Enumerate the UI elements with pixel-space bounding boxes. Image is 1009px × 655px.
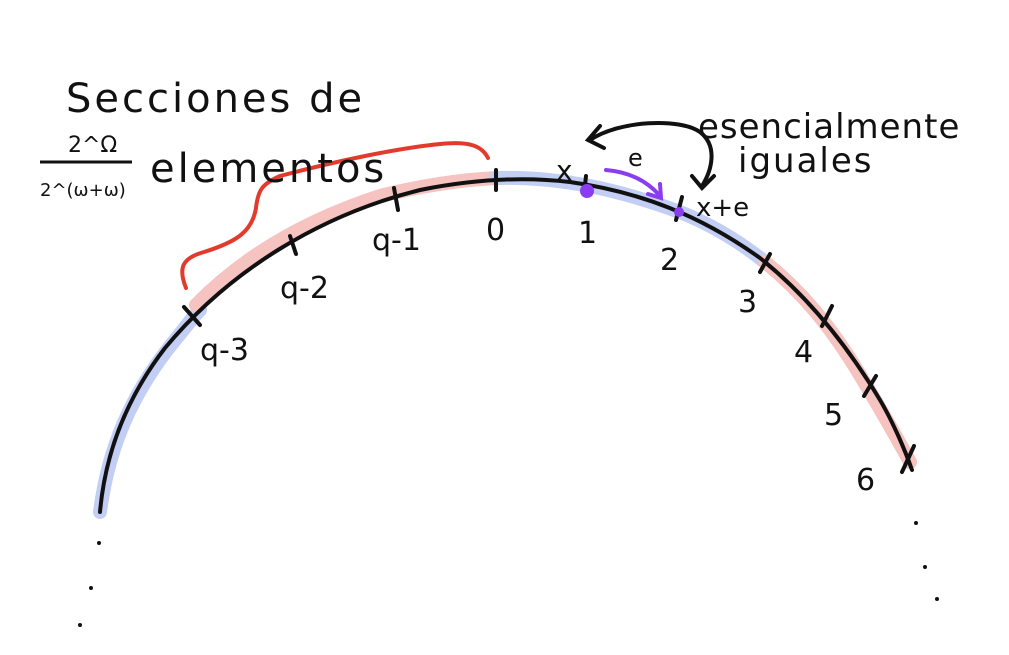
e-arrowhead-icon xyxy=(646,182,664,201)
tick-labels: q-3 q-2 q-1 0 1 2 3 4 5 6 xyxy=(200,213,875,498)
tick-label-q-2: q-2 xyxy=(280,271,329,306)
tick-label-5: 5 xyxy=(824,398,843,433)
fraction-numerator: 2^Ω xyxy=(68,133,117,158)
main-arc xyxy=(98,177,914,514)
dot-right-3 xyxy=(935,597,939,601)
tick-marks xyxy=(182,168,916,474)
label-e: e xyxy=(628,144,643,172)
dot-left-1 xyxy=(97,541,101,545)
tick-3 xyxy=(758,252,772,274)
tick-q-1 xyxy=(392,186,400,212)
dot-right-2 xyxy=(923,565,927,569)
tick-label-4: 4 xyxy=(794,335,813,370)
curved-double-arrow xyxy=(588,121,714,188)
tick-label-q-1: q-1 xyxy=(372,223,421,258)
label-x: x xyxy=(556,154,573,187)
point-x xyxy=(580,184,594,198)
section-brace xyxy=(180,141,490,290)
red-band-left xyxy=(189,171,503,312)
tick-4 xyxy=(820,304,834,328)
tick-label-6: 6 xyxy=(856,463,875,498)
arrowhead-down-icon xyxy=(690,174,716,191)
annotation: esencialmente iguales xyxy=(584,107,960,191)
tick-label-q-3: q-3 xyxy=(200,333,249,368)
arrowhead-left-icon xyxy=(584,124,606,150)
e-arrow xyxy=(604,168,662,198)
heading-line1: Secciones de xyxy=(66,76,365,122)
continuation-dots xyxy=(78,521,939,627)
tick-q-3 xyxy=(182,305,202,327)
blue-band-left xyxy=(93,303,207,519)
tick-q-2 xyxy=(288,234,298,256)
tick-label-3: 3 xyxy=(738,285,757,320)
tick-label-2: 2 xyxy=(660,243,679,278)
purple-marks: x e x+e xyxy=(556,144,749,223)
tick-5 xyxy=(862,374,878,398)
dot-right-1 xyxy=(914,521,918,525)
annotation-line1: esencialmente xyxy=(698,107,960,147)
dot-left-3 xyxy=(78,623,82,627)
dot-left-2 xyxy=(89,586,93,590)
annotation-line2: iguales xyxy=(738,141,874,181)
heading: Secciones de 2^Ω 2^(ω+ω) elementos xyxy=(40,76,387,201)
fraction-denominator: 2^(ω+ω) xyxy=(40,180,126,201)
heading-line2: elementos xyxy=(150,146,387,192)
label-x-plus-e: x+e xyxy=(696,193,749,223)
tick-6 xyxy=(900,444,916,474)
tick-label-0: 0 xyxy=(486,213,505,248)
point-x-plus-e xyxy=(674,207,684,217)
tick-label-1: 1 xyxy=(578,216,597,251)
